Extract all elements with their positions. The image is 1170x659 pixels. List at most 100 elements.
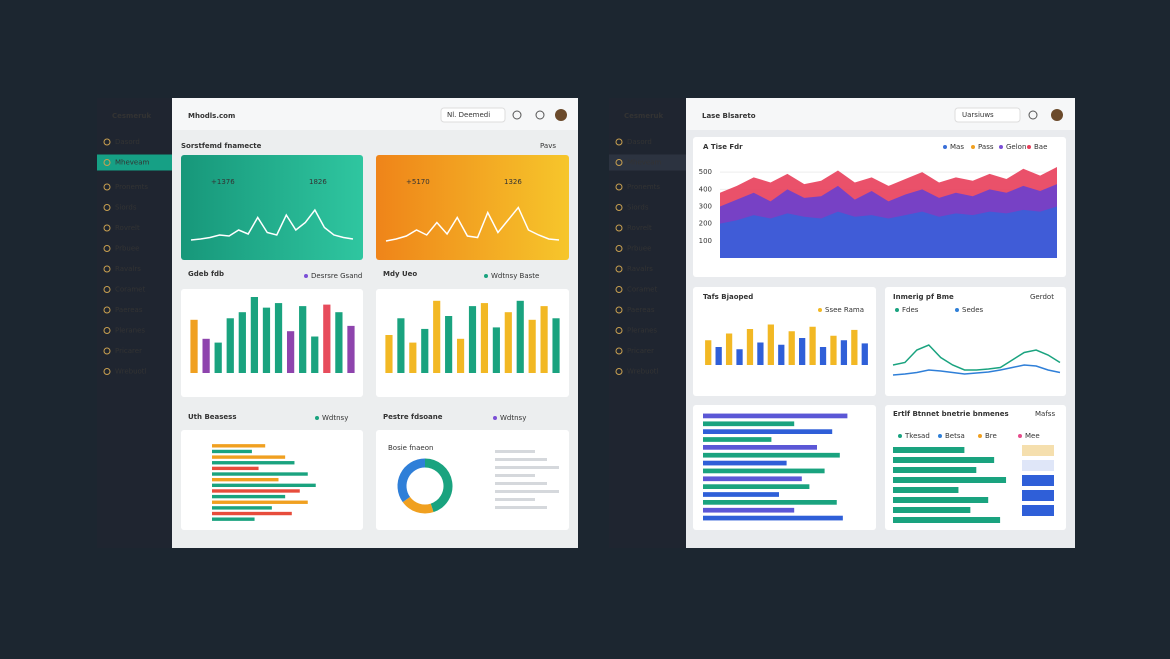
bar: [409, 342, 417, 373]
bar: [705, 340, 712, 365]
nav-item[interactable]: Dasord: [627, 138, 652, 146]
placeholder-line: [495, 482, 547, 485]
bar: [893, 497, 989, 503]
placeholder-line: [495, 466, 559, 469]
search-box[interactable]: [440, 107, 506, 123]
legend-dot: [971, 145, 975, 149]
nav-icon: [103, 138, 111, 146]
nav-item[interactable]: Prbuee: [627, 245, 651, 253]
search-text[interactable]: Nl. Deemedi: [447, 111, 490, 119]
bar: [250, 297, 259, 373]
icon[interactable]: [535, 110, 545, 120]
bar: [830, 335, 837, 365]
nav-icon: [615, 286, 623, 293]
search-box[interactable]: [954, 107, 1021, 123]
nav-item[interactable]: Pronemts: [115, 183, 148, 191]
bar: [552, 318, 560, 373]
nav-item[interactable]: Mheveam: [627, 159, 662, 167]
y-tick-label: 300: [699, 203, 712, 211]
legend-label: Fdes: [902, 306, 919, 314]
nav-item[interactable]: Pricarer: [627, 347, 654, 355]
panel: [885, 287, 1066, 396]
bar: [840, 340, 848, 365]
nav-item[interactable]: Siords: [627, 204, 649, 212]
nav-item[interactable]: Coramet: [627, 286, 657, 294]
bar: [212, 477, 279, 482]
bar: [703, 429, 833, 434]
nav-item[interactable]: Paereas: [115, 306, 143, 314]
bar: [323, 304, 331, 373]
icon[interactable]: [1028, 110, 1038, 120]
legend-dot: [484, 274, 488, 278]
nav-item[interactable]: Prbuee: [115, 245, 139, 253]
nav-item[interactable]: Coramet: [115, 286, 145, 294]
block: [1022, 475, 1054, 486]
nav-icon: [103, 204, 111, 211]
bar: [347, 325, 355, 373]
nav-icon: [103, 265, 111, 273]
panel-title: Gdeb fdb: [188, 270, 224, 278]
bar: [703, 484, 810, 489]
bar: [703, 445, 817, 450]
nav-icon: [103, 347, 111, 355]
bar: [767, 324, 774, 365]
bar: [861, 343, 868, 365]
panel-title: Inmerig pf Bme: [893, 293, 954, 301]
nav-item[interactable]: Paereas: [627, 306, 655, 314]
avatar[interactable]: [555, 109, 567, 121]
nav-item[interactable]: Pleranes: [115, 327, 145, 335]
legend-label: Wdtnsy: [322, 414, 348, 422]
bar: [274, 303, 283, 373]
nav-item[interactable]: Siords: [115, 204, 137, 212]
legend-dot: [493, 416, 497, 420]
panel-subtitle: Bosie fnaeon: [388, 444, 433, 452]
legend-label: Tkesad: [904, 432, 930, 440]
bar: [725, 333, 733, 365]
nav-item[interactable]: Wrebuotl: [627, 368, 659, 376]
nav-item[interactable]: Ravalrs: [627, 265, 653, 273]
bar: [421, 328, 429, 373]
bar: [214, 342, 222, 373]
link[interactable]: Mafss: [1035, 410, 1055, 418]
section-title: Sorstfemd fnamecte: [181, 142, 262, 150]
nav-item[interactable]: Ravalrs: [115, 265, 141, 273]
bar: [504, 312, 512, 373]
nav-item[interactable]: Rovrelt: [627, 224, 652, 232]
nav-item[interactable]: Mheveam: [115, 159, 150, 167]
nav-icon: [615, 204, 623, 211]
bar: [212, 494, 286, 499]
nav-icon: [615, 183, 623, 191]
nav-item[interactable]: Dasord: [115, 138, 140, 146]
nav-icon: [615, 368, 623, 375]
nav-icon: [615, 138, 623, 146]
legend-dot: [938, 434, 942, 438]
y-tick-label: 100: [699, 237, 712, 245]
sidebar: [97, 98, 172, 548]
nav-item[interactable]: Rovrelt: [115, 224, 140, 232]
legend-dot: [315, 416, 319, 420]
bar: [226, 318, 234, 373]
panel-title: Mdy Ueo: [383, 270, 417, 278]
icon[interactable]: [512, 110, 522, 120]
nav-icon: [615, 306, 623, 314]
legend-dot: [1018, 434, 1022, 438]
nav-item[interactable]: Pricarer: [115, 347, 142, 355]
header: [172, 98, 578, 130]
nav-item[interactable]: Wrebuotl: [115, 368, 147, 376]
legend-dot: [978, 434, 982, 438]
link[interactable]: Pavs: [540, 142, 556, 150]
nav-item[interactable]: Pronemts: [627, 183, 660, 191]
nav-item[interactable]: Pleranes: [627, 327, 657, 335]
bar: [212, 500, 308, 504]
brand: Cesmeruk: [624, 112, 664, 120]
link[interactable]: Gerdot: [1030, 293, 1054, 301]
bar: [212, 472, 308, 476]
donut-slice: [402, 496, 434, 514]
search-text[interactable]: Uarsiuws: [962, 111, 994, 119]
legend-dot: [818, 308, 822, 312]
avatar[interactable]: [1051, 109, 1063, 121]
sparkline: [385, 206, 560, 242]
panel: [693, 405, 876, 530]
panel-title: Tafs Bjaoped: [703, 293, 753, 301]
